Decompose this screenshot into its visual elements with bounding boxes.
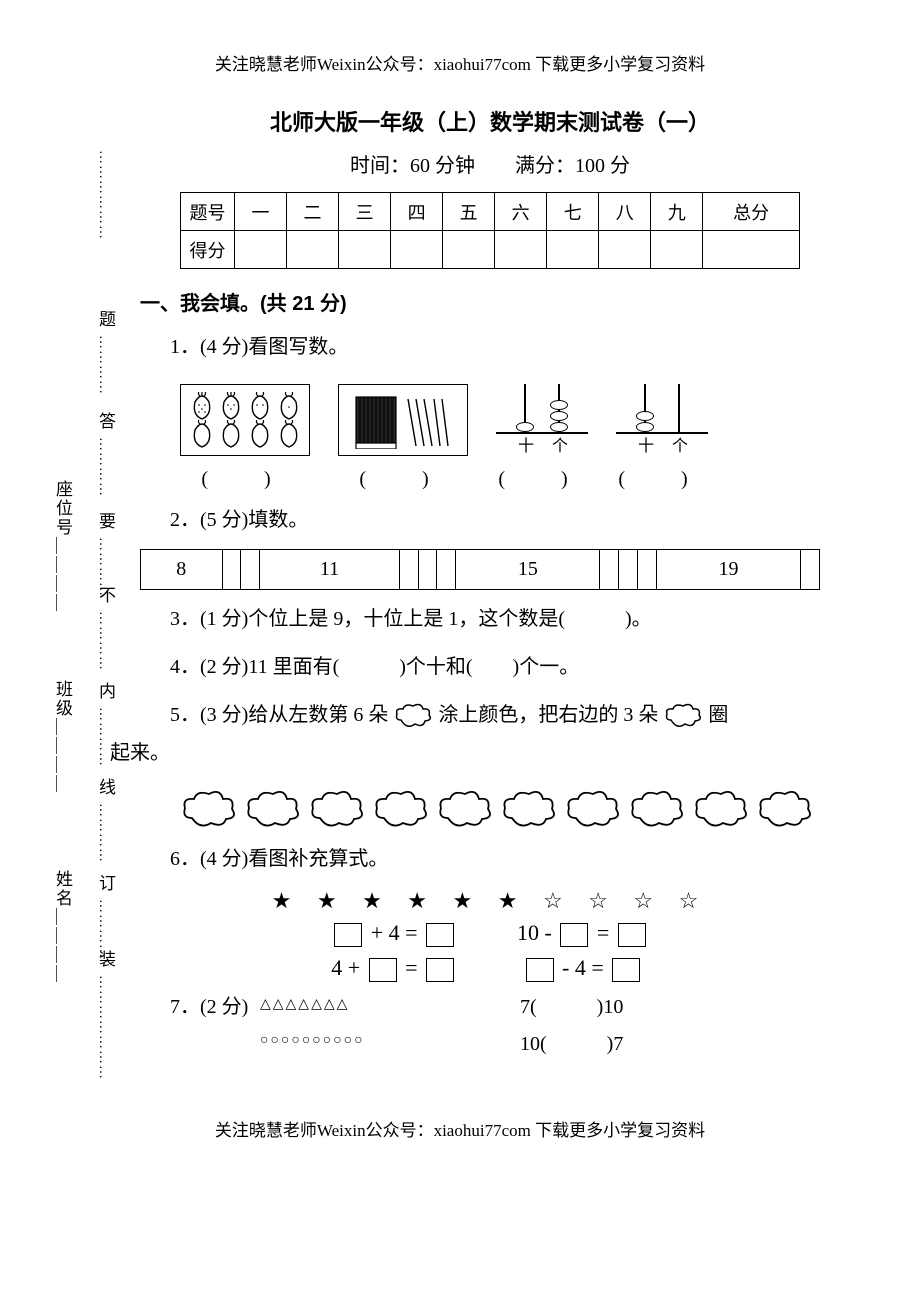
blank-box xyxy=(618,923,646,947)
cloud-icon xyxy=(372,788,430,830)
page: 关注晓慧老师Weixin公众号：xiaohui77com 下载更多小学复习资料 … xyxy=(0,0,920,1171)
q1-images: ( ) xyxy=(180,376,840,491)
answer-blank: ( ) xyxy=(359,462,446,491)
cloud-icon xyxy=(244,788,302,830)
question-7-row-2: ○○○○○○○○○○ 10( )7 xyxy=(170,1027,840,1056)
blank-box xyxy=(426,923,454,947)
fold-line: ……………… 题 ………… 答 ………… 要 ………… 不 ………… 内 ………… xyxy=(95,150,115,1150)
pencil-bundle-icon xyxy=(348,391,458,449)
answer-blank: ( ) xyxy=(201,462,288,491)
answer-blank: ( ) xyxy=(498,462,585,491)
cloud-icon xyxy=(663,702,703,730)
blank-box xyxy=(334,923,362,947)
abacus-icon: 十 个 xyxy=(496,376,588,456)
blank-box xyxy=(369,958,397,982)
side-seat-label: 座位号＿＿＿＿ xyxy=(50,480,75,613)
cloud-icon xyxy=(564,788,622,830)
cloud-icon xyxy=(500,788,558,830)
cloud-icon xyxy=(436,788,494,830)
strawberry-box: ( ) xyxy=(180,384,310,491)
strawberry-icon xyxy=(247,392,273,420)
equation-col-left: + 4 = 4 + = xyxy=(331,920,457,982)
question-4: 4．(2 分)11 里面有( )个十和( )个一。 xyxy=(170,648,840,686)
comparison-2: 10( )7 xyxy=(520,1027,623,1056)
cloud-icon xyxy=(393,702,433,730)
question-7-row-1: 7．(2 分) △△△△△△△ 7( )10 xyxy=(170,990,840,1019)
equation: + 4 = xyxy=(331,920,457,947)
cloud-icon xyxy=(308,788,366,830)
cloud-icon xyxy=(756,788,814,830)
table-row: 得分 xyxy=(181,231,800,269)
strawberry-icon xyxy=(189,392,215,420)
triangle-row: △△△△△△△ xyxy=(260,996,520,1013)
question-6: 6．(4 分)看图补充算式。 xyxy=(170,840,840,878)
strawberry-icon xyxy=(276,392,302,420)
table-row: 题号 一 二 三 四 五 六 七 八 九 总分 xyxy=(181,193,800,231)
score-table: 题号 一 二 三 四 五 六 七 八 九 总分 得分 xyxy=(180,192,800,269)
cloud-icon xyxy=(628,788,686,830)
strawberry-icon xyxy=(247,420,273,448)
blank-box xyxy=(426,958,454,982)
side-name-label: 姓名＿＿＿＿ xyxy=(50,870,75,984)
question-2: 2．(5 分)填数。 xyxy=(170,501,840,539)
cloud-icon xyxy=(180,788,238,830)
strawberry-icon xyxy=(218,392,244,420)
blank-box xyxy=(526,958,554,982)
strawberry-icon xyxy=(189,420,215,448)
equation-block: + 4 = 4 + = 10 - = - 4 = xyxy=(140,920,840,982)
question-5: 5．(3 分)给从左数第 6 朵 涂上颜色，把右边的 3 朵 圈 起来。 xyxy=(140,696,840,772)
strawberry-icon xyxy=(218,420,244,448)
side-class-label: 班级＿＿＿＿ xyxy=(50,680,75,794)
question-3: 3．(1 分)个位上是 9，十位上是 1，这个数是( )。 xyxy=(170,600,840,638)
equation: 4 + = xyxy=(331,955,457,982)
comparison-1: 7( )10 xyxy=(520,990,623,1019)
question-7-label: 7．(2 分) xyxy=(170,990,260,1019)
pencil-box: ( ) xyxy=(338,384,468,491)
equation: 10 - = xyxy=(517,920,649,947)
section-1-heading: 一、我会填。(共 21 分) xyxy=(140,287,840,316)
header-note: 关注晓慧老师Weixin公众号：xiaohui77com 下载更多小学复习资料 xyxy=(60,50,860,75)
exam-subtitle: 时间：60 分钟 满分：100 分 xyxy=(140,149,840,178)
equation-col-right: 10 - = - 4 = xyxy=(517,920,649,982)
circle-row: ○○○○○○○○○○ xyxy=(260,1033,520,1049)
footer-note: 关注晓慧老师Weixin公众号：xiaohui77com 下载更多小学复习资料 xyxy=(60,1116,860,1141)
cloud-icon xyxy=(692,788,750,830)
equation: - 4 = xyxy=(523,955,644,982)
strawberry-icon xyxy=(276,420,302,448)
answer-blank: ( ) xyxy=(618,462,705,491)
content-area: 北师大版一年级（上）数学期末测试卷（一） 时间：60 分钟 满分：100 分 题… xyxy=(140,105,840,1056)
blank-box xyxy=(560,923,588,947)
table-row: 8 11 15 19 xyxy=(141,550,820,590)
abacus-box-2: 十 个 ( ) xyxy=(616,376,708,491)
question-1: 1．(4 分)看图写数。 xyxy=(170,328,840,366)
cloud-row xyxy=(180,788,840,830)
binding-strip: 姓名＿＿＿＿ 班级＿＿＿＿ 座位号＿＿＿＿ ……………… 题 ………… 答 ……… xyxy=(50,150,120,1150)
abacus-box-1: 十 个 ( ) xyxy=(496,376,588,491)
sequence-table: 8 11 15 19 xyxy=(140,549,820,590)
star-row: ★ ★ ★ ★ ★ ★ ☆ ☆ ☆ ☆ xyxy=(140,888,840,914)
blank-box xyxy=(612,958,640,982)
exam-title: 北师大版一年级（上）数学期末测试卷（一） xyxy=(140,105,840,137)
abacus-icon: 十 个 xyxy=(616,376,708,456)
